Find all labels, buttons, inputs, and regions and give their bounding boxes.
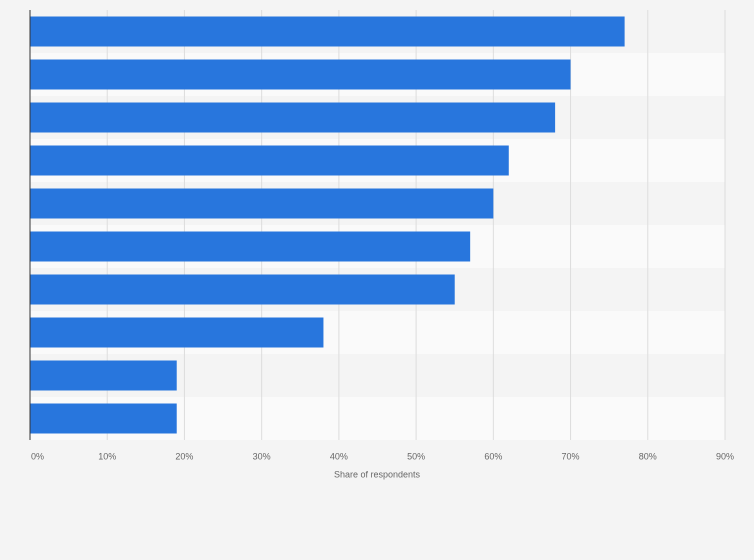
x-tick-label: 40%: [330, 451, 348, 461]
bar: [30, 231, 471, 262]
x-tick-label: 90%: [716, 451, 734, 461]
bar: [30, 145, 509, 176]
x-tick-label: 80%: [639, 451, 657, 461]
x-tick-label: 30%: [253, 451, 271, 461]
bar: [30, 403, 177, 434]
x-tick-label: 0%: [31, 451, 44, 461]
bar: [30, 360, 177, 391]
x-tick-label: 20%: [175, 451, 193, 461]
bar: [30, 59, 571, 90]
bar: [30, 16, 625, 47]
x-tick-label: 60%: [484, 451, 502, 461]
bar: [30, 188, 494, 219]
bar: [30, 102, 556, 133]
x-tick-label: 50%: [407, 451, 425, 461]
bar: [30, 317, 324, 348]
x-axis-label: Share of respondents: [334, 469, 421, 479]
bar: [30, 274, 455, 305]
x-tick-label: 70%: [562, 451, 580, 461]
x-tick-label: 10%: [98, 451, 116, 461]
